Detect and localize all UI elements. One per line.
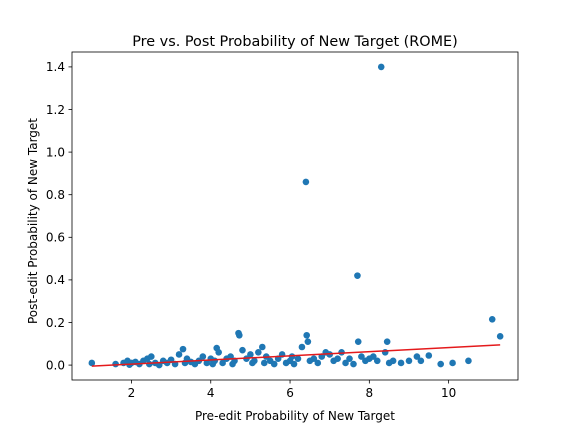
- data-point: [179, 345, 187, 353]
- data-point: [354, 272, 361, 279]
- data-point: [215, 349, 222, 356]
- data-point: [112, 360, 119, 368]
- x-tick-label: 6: [286, 386, 294, 400]
- data-point: [199, 353, 207, 360]
- data-point: [294, 355, 302, 363]
- axes-frame: [71, 51, 519, 381]
- data-point: [310, 355, 318, 363]
- data-point: [417, 357, 425, 365]
- data-point: [413, 353, 421, 360]
- x-tick-label: 2: [128, 386, 136, 400]
- data-point: [354, 338, 362, 345]
- data-point: [236, 331, 243, 339]
- y-tick-label: 0.4: [46, 273, 65, 287]
- data-point: [302, 178, 310, 186]
- data-point: [258, 343, 266, 351]
- y-tick-label: 0.6: [46, 231, 65, 245]
- data-point: [88, 359, 96, 367]
- data-point: [488, 316, 496, 323]
- x-tick-label: 8: [366, 386, 374, 400]
- x-tick-label: 4: [207, 386, 215, 400]
- data-point: [342, 359, 349, 367]
- y-axis-label: Post-edit Probability of New Target: [26, 118, 40, 324]
- plot-area: [71, 51, 519, 381]
- data-point: [211, 357, 219, 365]
- x-axis-label: Pre-edit Probability of New Target: [195, 409, 395, 423]
- data-point: [298, 343, 306, 351]
- data-point: [377, 63, 385, 71]
- data-point: [290, 360, 298, 368]
- data-point: [496, 333, 504, 340]
- data-point: [370, 353, 377, 360]
- y-tick-label: 0.2: [46, 316, 65, 330]
- x-tick-label: 10: [441, 386, 456, 400]
- data-point: [260, 359, 268, 367]
- data-point: [239, 346, 246, 354]
- data-point: [350, 360, 357, 368]
- y-tick-label: 1.4: [46, 60, 65, 74]
- regression-line: [91, 344, 501, 367]
- data-point: [251, 357, 258, 365]
- data-point: [147, 353, 155, 360]
- y-tick-label: 0.8: [46, 188, 65, 202]
- data-point: [203, 359, 211, 367]
- data-point: [255, 349, 262, 356]
- data-point: [383, 338, 391, 345]
- data-point: [437, 360, 444, 368]
- chart-title: Pre vs. Post Probability of New Target (…: [132, 34, 458, 50]
- y-axis: 0.0 0.2 0.4 0.6 0.8 1.0 1.2 1.4: [46, 60, 72, 372]
- data-point: [465, 357, 472, 365]
- data-point: [303, 331, 311, 339]
- y-tick-label: 1.2: [46, 103, 65, 117]
- data-point: [334, 355, 341, 363]
- data-point: [425, 352, 433, 359]
- data-point: [389, 357, 397, 365]
- data-point: [358, 353, 365, 360]
- data-point: [373, 357, 381, 365]
- data-point: [146, 360, 153, 368]
- data-point: [247, 351, 254, 358]
- data-point: [219, 359, 226, 367]
- x-axis: 2 4 6 8 10: [128, 380, 456, 400]
- data-point: [405, 357, 413, 365]
- data-point: [175, 351, 183, 358]
- y-tick-label: 0.0: [46, 358, 65, 372]
- data-point: [270, 360, 278, 368]
- data-point: [397, 359, 405, 367]
- y-tick-label: 1.0: [46, 145, 65, 159]
- data-point: [346, 355, 353, 363]
- data-point: [449, 359, 456, 367]
- data-point: [304, 338, 312, 345]
- data-point: [314, 359, 322, 367]
